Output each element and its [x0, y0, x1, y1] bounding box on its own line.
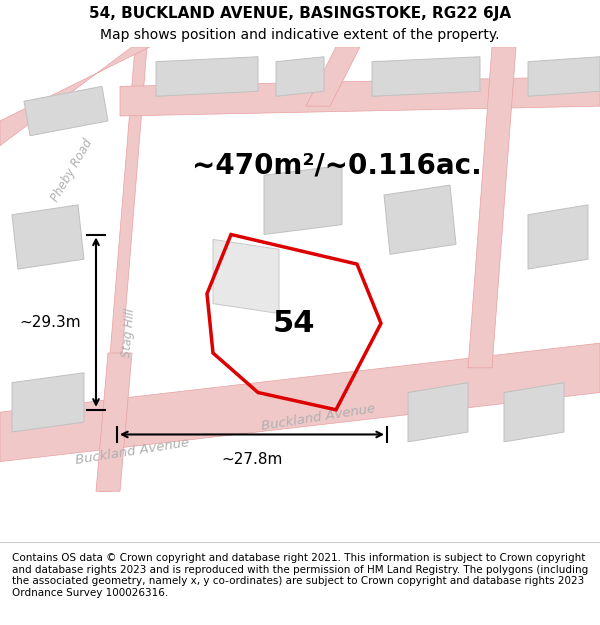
Polygon shape — [213, 239, 279, 314]
Text: Map shows position and indicative extent of the property.: Map shows position and indicative extent… — [100, 28, 500, 42]
Polygon shape — [468, 47, 516, 368]
Text: ~27.8m: ~27.8m — [221, 452, 283, 467]
Polygon shape — [99, 47, 147, 491]
Polygon shape — [0, 47, 150, 146]
Polygon shape — [0, 343, 600, 462]
Text: Stag Hill: Stag Hill — [121, 308, 137, 358]
Text: 54, BUCKLAND AVENUE, BASINGSTOKE, RG22 6JA: 54, BUCKLAND AVENUE, BASINGSTOKE, RG22 6… — [89, 6, 511, 21]
Polygon shape — [276, 57, 324, 96]
Polygon shape — [12, 205, 84, 269]
Polygon shape — [408, 382, 468, 442]
Text: 54: 54 — [273, 309, 315, 338]
Polygon shape — [156, 57, 258, 96]
Polygon shape — [120, 76, 600, 116]
Text: Pheby Road: Pheby Road — [49, 137, 95, 204]
Text: Contains OS data © Crown copyright and database right 2021. This information is : Contains OS data © Crown copyright and d… — [12, 553, 588, 598]
Polygon shape — [504, 382, 564, 442]
Polygon shape — [306, 47, 360, 106]
Text: Buckland Avenue: Buckland Avenue — [260, 402, 376, 432]
Polygon shape — [528, 57, 600, 96]
Text: ~29.3m: ~29.3m — [19, 314, 81, 329]
Polygon shape — [12, 372, 84, 432]
Polygon shape — [372, 57, 480, 96]
Polygon shape — [96, 353, 132, 491]
Text: ~470m²/~0.116ac.: ~470m²/~0.116ac. — [192, 151, 482, 179]
Polygon shape — [528, 205, 588, 269]
Polygon shape — [384, 185, 456, 254]
Text: Buckland Avenue: Buckland Avenue — [74, 436, 190, 467]
Polygon shape — [264, 166, 342, 234]
Polygon shape — [24, 86, 108, 136]
